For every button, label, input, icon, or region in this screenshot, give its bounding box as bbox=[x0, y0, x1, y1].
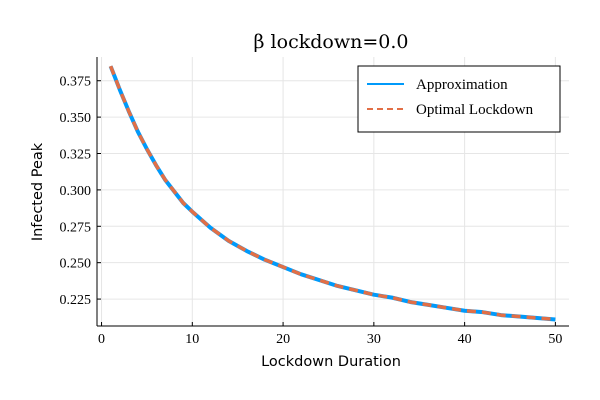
y-tick-label: 0.275 bbox=[60, 220, 92, 235]
legend: Approximation Optimal Lockdown bbox=[357, 65, 561, 133]
x-tick-label: 30 bbox=[367, 332, 381, 347]
y-tick-label: 0.300 bbox=[60, 184, 92, 199]
legend-box bbox=[357, 65, 561, 133]
legend-label-approximation: Approximation bbox=[416, 77, 508, 93]
series-line-optimal-lockdown bbox=[108, 65, 556, 322]
tick-labels: 0 10 20 30 40 50 0.225 0.250 0.275 0.300 0.325 0.35… bbox=[60, 75, 563, 347]
y-axis-label: Infected Peak bbox=[30, 142, 46, 241]
y-tick-label: 0.375 bbox=[60, 75, 92, 90]
x-tick-label: 50 bbox=[548, 332, 562, 347]
x-tick-label: 40 bbox=[458, 332, 472, 347]
series-group bbox=[108, 65, 556, 322]
y-tick-label: 0.225 bbox=[60, 293, 92, 308]
chart-title: β lockdown=0.0 bbox=[254, 31, 409, 53]
x-axis-label: Lockdown Duration bbox=[261, 354, 401, 370]
y-tick-label: 0.350 bbox=[60, 111, 92, 126]
axes bbox=[96, 57, 569, 327]
y-tick-label: 0.325 bbox=[60, 148, 92, 163]
x-tick-label: 10 bbox=[185, 332, 199, 347]
y-tick-label: 0.250 bbox=[60, 257, 92, 272]
legend-label-optimal-lockdown: Optimal Lockdown bbox=[416, 102, 534, 118]
x-tick-label: 20 bbox=[276, 332, 290, 347]
x-tick-label: 0 bbox=[98, 332, 105, 347]
